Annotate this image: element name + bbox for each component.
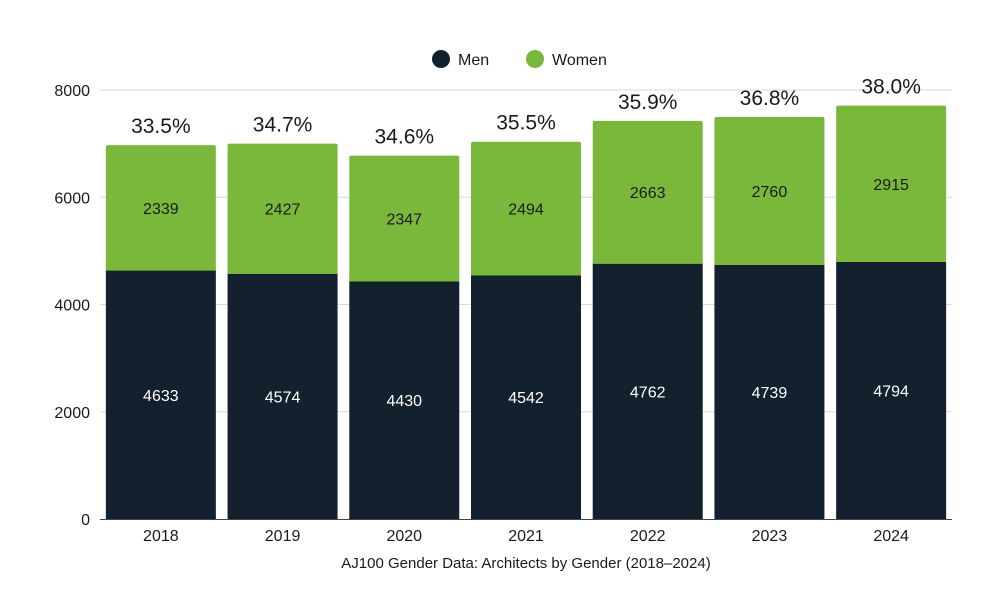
percentage-annotation: 35.5% xyxy=(496,112,556,135)
bar-segment-women xyxy=(227,143,338,274)
bar-segment-men xyxy=(471,275,581,519)
bar-segment-women-joint xyxy=(714,260,825,265)
bar-segment-women-joint xyxy=(105,266,216,271)
bar-segment-men xyxy=(714,264,825,519)
bar-segment-men xyxy=(227,273,338,519)
bar-segment-women-joint xyxy=(227,269,338,274)
data-label-men: 4762 xyxy=(630,384,666,401)
bar-segment-women xyxy=(105,145,216,271)
data-label-men: 4430 xyxy=(386,393,422,410)
bar-segment-men xyxy=(349,281,460,519)
data-label-men: 4633 xyxy=(143,388,179,405)
percentage-annotation: 33.5% xyxy=(131,115,191,138)
percentage-annotation: 36.8% xyxy=(740,87,800,110)
x-tick-label: 2019 xyxy=(265,528,301,545)
data-label-women: 2663 xyxy=(630,185,666,202)
bar-segment-women xyxy=(471,141,581,276)
bar-segment-men xyxy=(105,270,216,519)
bar-segment-men xyxy=(592,263,703,519)
data-label-women: 2760 xyxy=(752,184,788,201)
data-label-women: 2427 xyxy=(265,202,301,219)
y-tick-label: 4000 xyxy=(54,298,90,315)
x-tick-label: 2020 xyxy=(386,528,422,545)
bar-segment-women xyxy=(836,105,947,262)
y-tick-label: 8000 xyxy=(54,83,90,100)
data-label-men: 4574 xyxy=(265,389,301,406)
y-tick-label: 2000 xyxy=(54,405,90,422)
data-label-women: 2494 xyxy=(508,202,544,219)
legend-label-women: Women xyxy=(552,52,607,69)
bar-segment-women-joint xyxy=(471,271,581,276)
data-label-women: 2339 xyxy=(143,201,179,218)
x-axis-label: AJ100 Gender Data: Architects by Gender … xyxy=(341,555,710,572)
data-label-men: 4794 xyxy=(873,383,909,400)
x-tick-label: 2022 xyxy=(630,528,666,545)
percentage-annotation: 34.7% xyxy=(253,114,313,137)
x-tick-label: 2024 xyxy=(873,528,909,545)
bar-segment-women xyxy=(349,155,460,282)
percentage-annotation: 38.0% xyxy=(861,76,921,99)
x-tick-label: 2023 xyxy=(752,528,788,545)
legend-marker-men xyxy=(432,50,450,68)
x-tick-label: 2021 xyxy=(508,528,544,545)
bar-segment-men xyxy=(836,261,947,519)
bar-segment-women xyxy=(714,116,825,265)
y-tick-label: 0 xyxy=(81,512,90,529)
data-label-men: 4739 xyxy=(752,385,788,402)
data-label-women: 2915 xyxy=(873,177,909,194)
bar-segment-women-joint xyxy=(349,277,460,282)
bar-segment-women-joint xyxy=(836,257,947,262)
percentage-annotation: 35.9% xyxy=(618,91,678,114)
x-tick-label: 2018 xyxy=(143,528,179,545)
data-label-men: 4542 xyxy=(508,390,544,407)
data-label-women: 2347 xyxy=(386,212,422,229)
percentage-annotation: 34.6% xyxy=(375,126,435,149)
y-tick-label: 6000 xyxy=(54,190,90,207)
legend-marker-women xyxy=(526,50,544,68)
bar-segment-women xyxy=(592,120,703,264)
legend-label-men: Men xyxy=(458,52,489,69)
bar-segment-women-joint xyxy=(592,259,703,264)
